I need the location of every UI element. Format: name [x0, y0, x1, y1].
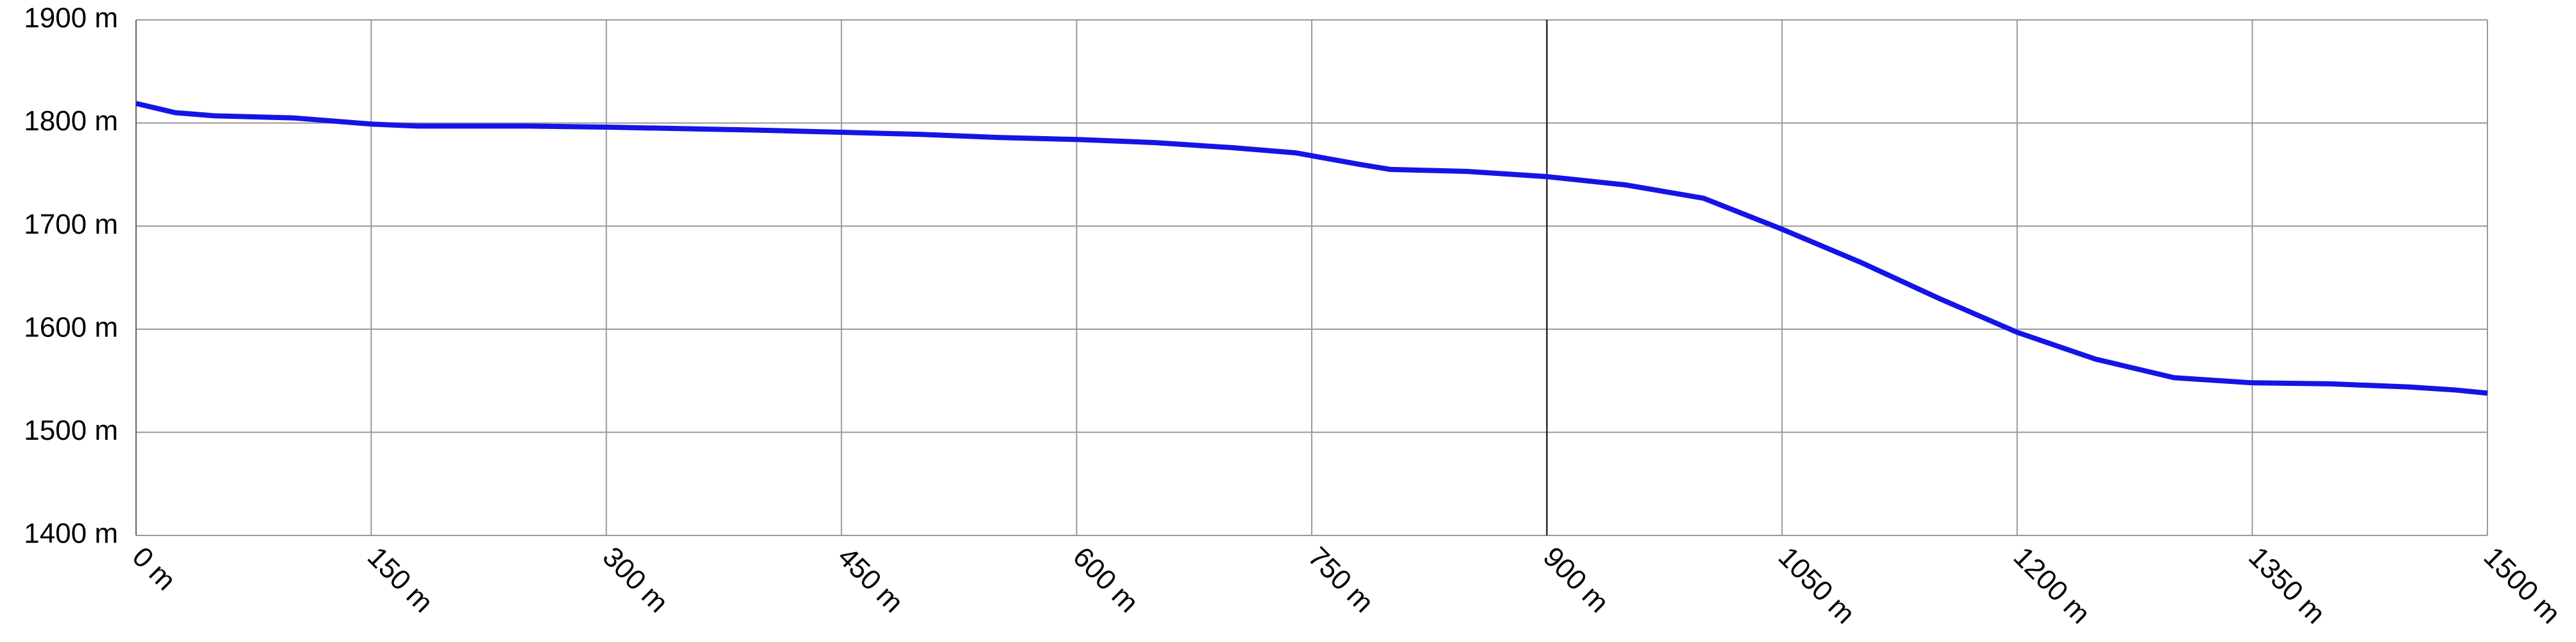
x-tick-label: 450 m — [832, 541, 909, 619]
x-tick-label: 1500 m — [2478, 541, 2566, 630]
x-tick-label: 1050 m — [1773, 541, 1861, 630]
y-tick-label: 1400 m — [24, 518, 118, 550]
x-tick-label: 150 m — [361, 541, 439, 619]
x-tick-label: 0 m — [126, 541, 182, 597]
y-tick-label: 1700 m — [24, 209, 118, 240]
y-tick-label: 1800 m — [24, 105, 118, 137]
y-tick-label: 1600 m — [24, 311, 118, 343]
x-tick-label: 600 m — [1067, 541, 1144, 619]
x-tick-label: 750 m — [1302, 541, 1380, 619]
x-tick-label: 1350 m — [2242, 541, 2331, 630]
y-tick-label: 1500 m — [24, 415, 118, 446]
y-tick-label: 1900 m — [24, 3, 118, 34]
elevation-line — [135, 101, 2488, 396]
x-tick-label: 300 m — [597, 541, 674, 619]
x-tick-label: 900 m — [1537, 541, 1615, 619]
x-tick-label: 1200 m — [2007, 541, 2096, 630]
